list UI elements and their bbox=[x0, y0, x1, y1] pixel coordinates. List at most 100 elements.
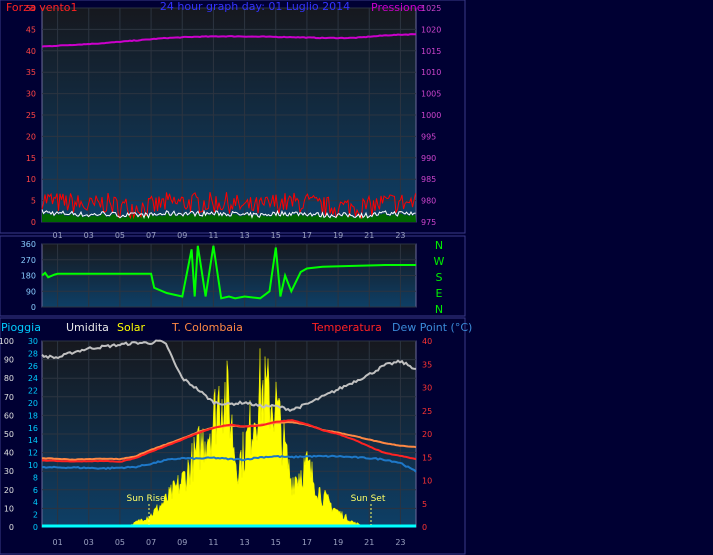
pressure-y-tick: 980 bbox=[421, 197, 436, 206]
compass-s: S bbox=[436, 271, 443, 284]
temp-x-tick: 01 bbox=[52, 538, 62, 547]
rain-y-tick: 0 bbox=[33, 523, 38, 532]
pressure-y-tick: 1020 bbox=[421, 25, 441, 34]
direction-y-tick: 0 bbox=[31, 303, 36, 312]
rain-y-tick: 20 bbox=[28, 399, 38, 408]
wind-y-tick: 10 bbox=[26, 175, 36, 184]
temp-y-tick: 0 bbox=[422, 523, 427, 532]
temp-y-tick: 40 bbox=[422, 337, 432, 346]
wind-x-tick: 11 bbox=[208, 231, 218, 240]
humidity-y-tick: 20 bbox=[4, 486, 14, 495]
temp-x-tick: 05 bbox=[115, 538, 125, 547]
sun-set-label: Sun Set bbox=[351, 494, 386, 504]
direction-marks bbox=[41, 245, 416, 300]
direction-y-tick: 270 bbox=[21, 256, 36, 265]
rain-y-tick: 18 bbox=[28, 411, 38, 420]
humidity-y-tick: 100 bbox=[0, 337, 14, 346]
wind-y-tick: 40 bbox=[26, 47, 36, 56]
wind-average-area bbox=[42, 212, 416, 222]
temp-y-tick: 25 bbox=[422, 407, 432, 416]
date-title: 24 hour graph day: 01 Luglio 2014 bbox=[160, 0, 350, 13]
wind-x-tick: 17 bbox=[302, 231, 312, 240]
humidity-y-tick: 60 bbox=[4, 411, 14, 420]
temp-x-tick: 19 bbox=[333, 538, 343, 547]
wind-y-tick: 25 bbox=[26, 111, 36, 120]
temp-y-tick: 5 bbox=[422, 500, 427, 509]
humidity-y-tick: 50 bbox=[4, 430, 14, 439]
humidity-y-tick: 10 bbox=[4, 504, 14, 513]
wind-x-tick: 13 bbox=[239, 231, 249, 240]
rain-y-tick: 2 bbox=[33, 511, 38, 520]
wind-x-tick: 01 bbox=[52, 231, 62, 240]
temp-x-tick: 13 bbox=[239, 538, 249, 547]
wind-title: Forza vento1 bbox=[6, 1, 78, 14]
rain-y-tick: 16 bbox=[28, 424, 38, 433]
direction-y-tick: 90 bbox=[26, 287, 36, 296]
pressure-y-tick: 985 bbox=[421, 175, 436, 184]
wind-y-tick: 0 bbox=[31, 218, 36, 227]
temp-panel-frame bbox=[0, 317, 466, 555]
rain-y-tick: 26 bbox=[28, 362, 38, 371]
temp-marks bbox=[41, 339, 417, 528]
wind-y-tick: 15 bbox=[26, 154, 36, 163]
wind-panel-frame bbox=[0, 0, 466, 234]
legend-rain: Pioggia bbox=[1, 321, 41, 334]
rain-y-tick: 22 bbox=[28, 387, 38, 396]
wind-y-tick: 35 bbox=[26, 68, 36, 77]
rain-y-tick: 14 bbox=[28, 436, 38, 445]
temp-x-tick: 21 bbox=[364, 538, 374, 547]
wind-average-line bbox=[41, 209, 416, 220]
direction-y-tick: 180 bbox=[21, 272, 36, 281]
wind-x-tick: 19 bbox=[333, 231, 343, 240]
compass-e: E bbox=[436, 287, 443, 300]
humidity-y-tick: 30 bbox=[4, 467, 14, 476]
temp-x-tick: 07 bbox=[146, 538, 156, 547]
pressure-y-tick: 990 bbox=[421, 154, 436, 163]
temp-x-tick: 15 bbox=[271, 538, 281, 547]
wind-x-tick: 05 bbox=[115, 231, 125, 240]
wind-x-tick: 21 bbox=[364, 231, 374, 240]
legend-station: T. Colombaia bbox=[171, 321, 243, 334]
legend-solar: Solar bbox=[117, 321, 146, 334]
pressure-y-tick: 1005 bbox=[421, 90, 441, 99]
wind-marks bbox=[41, 33, 417, 222]
rain-y-tick: 12 bbox=[28, 449, 38, 458]
temp-y-tick: 15 bbox=[422, 453, 432, 462]
rain-y-tick: 8 bbox=[33, 473, 38, 482]
humidity-y-tick: 0 bbox=[9, 523, 14, 532]
humidity-y-tick: 90 bbox=[4, 356, 14, 365]
pressure-y-tick: 1000 bbox=[421, 111, 441, 120]
temp-x-tick: 17 bbox=[302, 538, 312, 547]
temperature-line bbox=[41, 419, 417, 463]
wind-y-tick: 20 bbox=[26, 132, 36, 141]
wind-y-tick: 30 bbox=[26, 90, 36, 99]
humidity-line bbox=[41, 339, 417, 413]
wind-x-tick: 15 bbox=[271, 231, 281, 240]
temp-y-tick: 20 bbox=[422, 430, 432, 439]
pressure-y-tick: 995 bbox=[421, 132, 436, 141]
wind-x-tick: 09 bbox=[177, 231, 187, 240]
legend-humidity: Umidita bbox=[66, 321, 109, 334]
humidity-y-tick: 40 bbox=[4, 449, 14, 458]
pressure-line bbox=[41, 33, 417, 48]
pressure-y-tick: 975 bbox=[421, 218, 436, 227]
rain-y-tick: 6 bbox=[33, 486, 38, 495]
wind-x-tick: 03 bbox=[84, 231, 94, 240]
rain-y-tick: 28 bbox=[28, 349, 38, 358]
pressure-y-tick: 1010 bbox=[421, 68, 441, 77]
rain-y-tick: 4 bbox=[33, 498, 38, 507]
direction-y-tick: 360 bbox=[21, 240, 36, 249]
legend-temperature: Temperatura bbox=[311, 321, 382, 334]
pressure-y-tick: 1025 bbox=[421, 4, 441, 13]
temp-y-tick: 30 bbox=[422, 384, 432, 393]
compass-n-top: N bbox=[435, 239, 443, 252]
wind-y-tick: 45 bbox=[26, 25, 36, 34]
temp-x-tick: 03 bbox=[84, 538, 94, 547]
compass-w: W bbox=[434, 255, 445, 268]
sun-rise-label: Sun Rise bbox=[127, 494, 166, 504]
direction-panel-frame bbox=[0, 235, 466, 317]
temp-x-tick: 11 bbox=[208, 538, 218, 547]
rain-y-tick: 10 bbox=[28, 461, 38, 470]
wind-y-tick: 5 bbox=[31, 197, 36, 206]
